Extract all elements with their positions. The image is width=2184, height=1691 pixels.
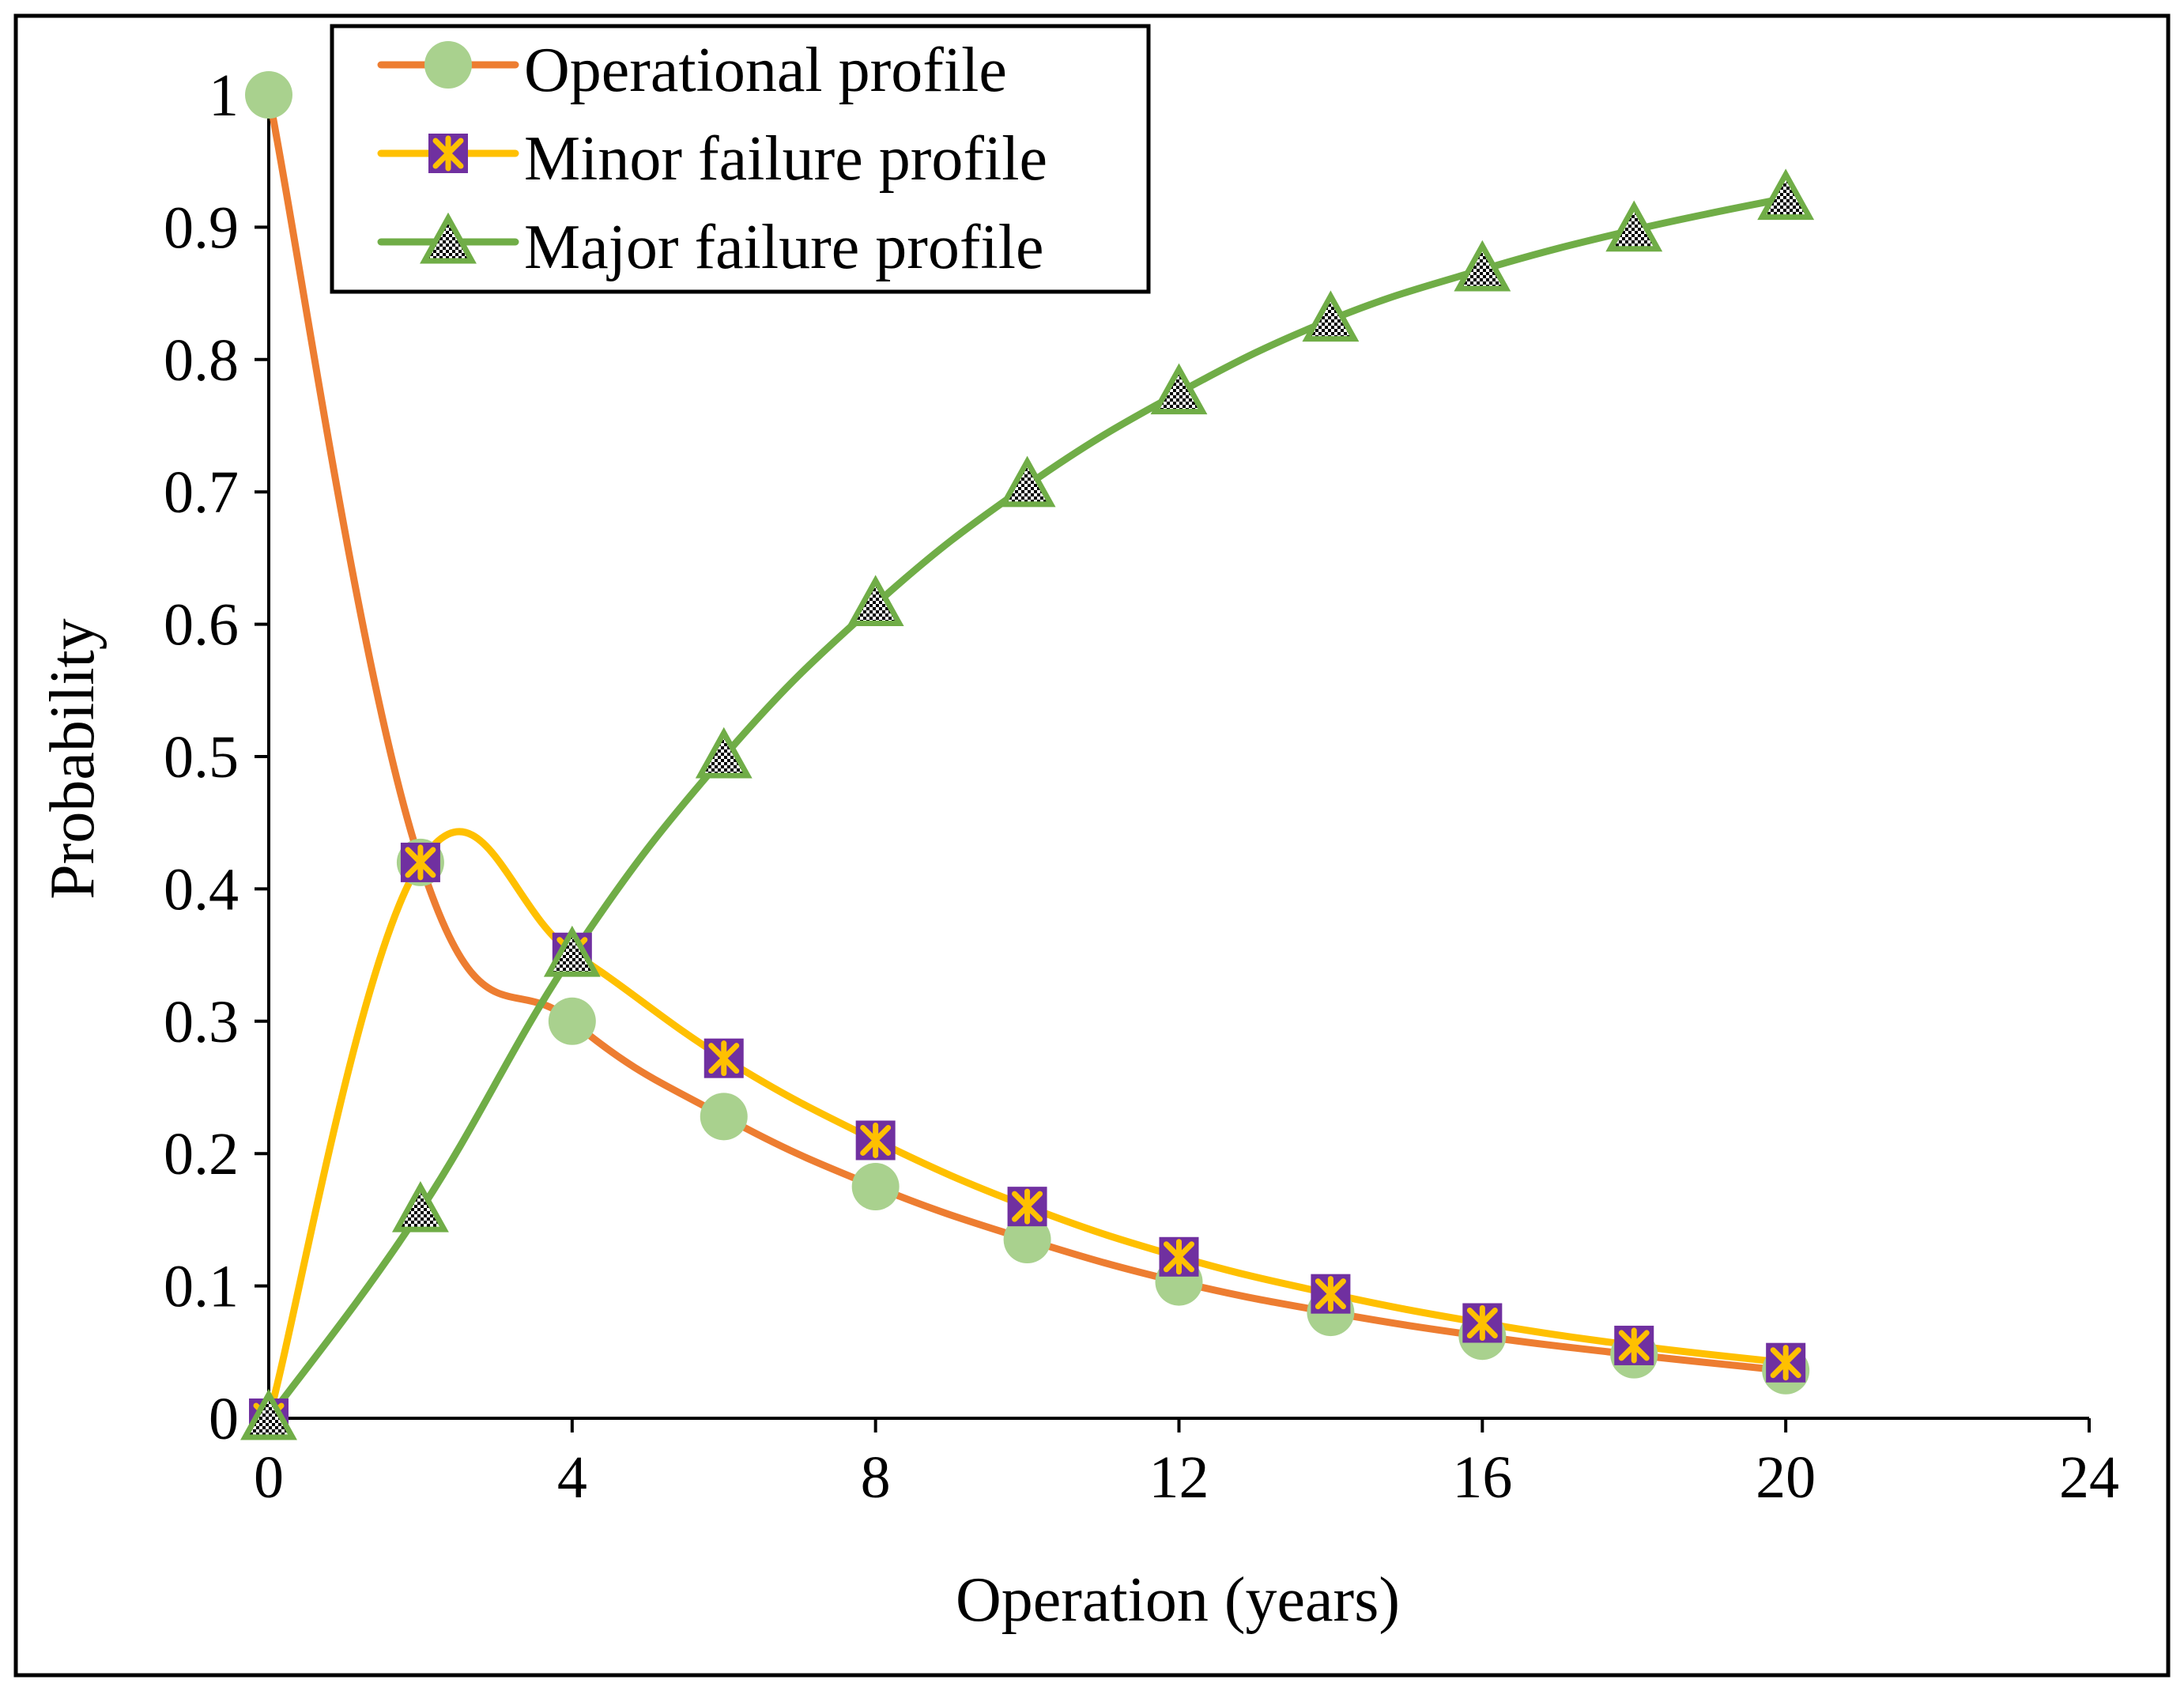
data-point-operational bbox=[1003, 1216, 1051, 1264]
data-point-minor bbox=[855, 1120, 896, 1161]
data-point-operational bbox=[245, 71, 292, 119]
x-tick-label: 12 bbox=[1149, 1444, 1209, 1511]
data-point-minor bbox=[400, 842, 440, 882]
y-tick-label: 0.8 bbox=[164, 327, 239, 394]
data-point-major bbox=[1150, 363, 1208, 415]
data-point-major bbox=[240, 1388, 297, 1440]
data-point-major bbox=[1757, 168, 1815, 221]
data-point-major bbox=[1302, 290, 1360, 342]
y-tick-label: 0.6 bbox=[164, 592, 239, 659]
data-point-major bbox=[1454, 240, 1511, 292]
legend-marker bbox=[420, 212, 477, 264]
data-point-minor bbox=[1159, 1236, 1199, 1277]
data-point-operational bbox=[700, 1093, 748, 1141]
y-tick-label: 0.7 bbox=[164, 459, 239, 526]
legend-item-operational: Operational profile bbox=[377, 36, 1007, 105]
data-point-major bbox=[1605, 200, 1663, 252]
x-tick-label: 8 bbox=[861, 1444, 891, 1511]
y-tick-label: 1 bbox=[209, 62, 239, 129]
data-point-operational bbox=[548, 997, 596, 1045]
x-tick-label: 4 bbox=[557, 1444, 587, 1511]
x-tick-label: 0 bbox=[254, 1444, 284, 1511]
series-markers bbox=[240, 71, 1815, 1440]
data-point-minor bbox=[1614, 1325, 1654, 1365]
data-point-major bbox=[543, 925, 601, 977]
series-line-major bbox=[265, 194, 1790, 1422]
y-tick-label: 0.3 bbox=[164, 989, 239, 1055]
y-tick-label: 0.2 bbox=[164, 1121, 239, 1187]
y-tick-label: 0.4 bbox=[164, 856, 239, 923]
legend-label-operational: Operational profile bbox=[524, 36, 1007, 105]
legend-label-major: Major failure profile bbox=[524, 213, 1044, 282]
legend-symbol-operational bbox=[377, 41, 519, 89]
legend-item-minor: Minor failure profile bbox=[377, 124, 1047, 194]
y-axis-title: Probability bbox=[38, 618, 108, 900]
legend-marker bbox=[428, 134, 468, 173]
data-point-major bbox=[695, 727, 753, 779]
y-tick-label: 0 bbox=[209, 1386, 239, 1452]
x-tick-label: 24 bbox=[2059, 1444, 2119, 1511]
data-point-minor bbox=[1462, 1303, 1503, 1343]
legend-symbol-minor bbox=[377, 134, 519, 173]
data-point-minor bbox=[1007, 1187, 1047, 1227]
data-point-minor bbox=[1766, 1342, 1806, 1383]
y-tick-label: 0.9 bbox=[164, 194, 239, 261]
data-point-minor bbox=[703, 1038, 744, 1078]
axes: 0 4 8 12 16 20 24 0 0.1 0.2 0.3 0.4 0.5 0.6 0.7 0.8 0.9 1 bbox=[164, 62, 2119, 1511]
data-point-major bbox=[847, 575, 904, 626]
legend-item-major: Major failure profile bbox=[377, 212, 1044, 282]
data-point-minor bbox=[1311, 1274, 1351, 1314]
x-axis-title: Operation (years) bbox=[956, 1565, 1400, 1635]
y-tick-label: 0.5 bbox=[164, 724, 239, 791]
legend-marker bbox=[424, 41, 472, 89]
x-tick-label: 20 bbox=[1756, 1444, 1816, 1511]
x-tick-label: 16 bbox=[1452, 1444, 1512, 1511]
legend: Operational profile Minor failure profil… bbox=[330, 24, 1151, 294]
data-point-major bbox=[391, 1180, 449, 1232]
legend-label-minor: Minor failure profile bbox=[524, 124, 1047, 194]
legend-symbol-major bbox=[377, 212, 519, 264]
y-tick-label: 0.1 bbox=[164, 1254, 239, 1320]
data-point-operational bbox=[851, 1163, 900, 1211]
data-point-major bbox=[998, 455, 1056, 508]
